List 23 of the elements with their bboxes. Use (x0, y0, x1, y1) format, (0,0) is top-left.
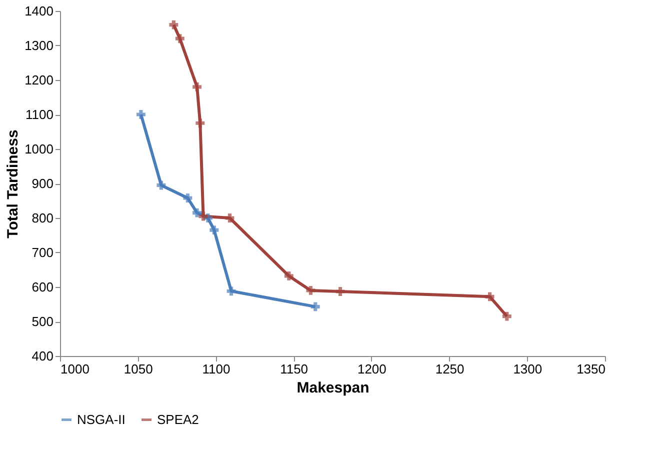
x-tick-label: 1350 (576, 362, 606, 376)
x-tick-label: 1100 (202, 362, 230, 376)
y-axis-title: Total Tardiness (4, 130, 22, 238)
y-tick-label: 700 (32, 245, 54, 260)
y-tick-label: 600 (32, 280, 54, 294)
y-tick-label: 1300 (24, 38, 54, 53)
y-tick-label: 400 (32, 348, 54, 364)
y-tick-label: 900 (32, 176, 54, 191)
legend-label: SPEA2 (157, 412, 199, 427)
x-axis-title: Makespan (296, 380, 370, 396)
y-tick-label: 800 (32, 210, 54, 226)
y-tick-label: 500 (32, 314, 54, 329)
y-tick-label: 1000 (24, 142, 54, 156)
x-tick-label: 1150 (280, 362, 308, 376)
y-tick-label: 1200 (24, 72, 54, 88)
y-tick-label: 1100 (26, 107, 54, 122)
x-tick-label: 1050 (124, 362, 153, 376)
x-tick-label: 1000 (60, 362, 90, 376)
x-tick-label: 1250 (435, 362, 464, 376)
y-tick-label: 1400 (24, 4, 54, 18)
legend-label: NSGA-II (77, 412, 126, 427)
x-tick-label: 1200 (357, 362, 386, 376)
x-tick-label: 1300 (513, 362, 542, 376)
